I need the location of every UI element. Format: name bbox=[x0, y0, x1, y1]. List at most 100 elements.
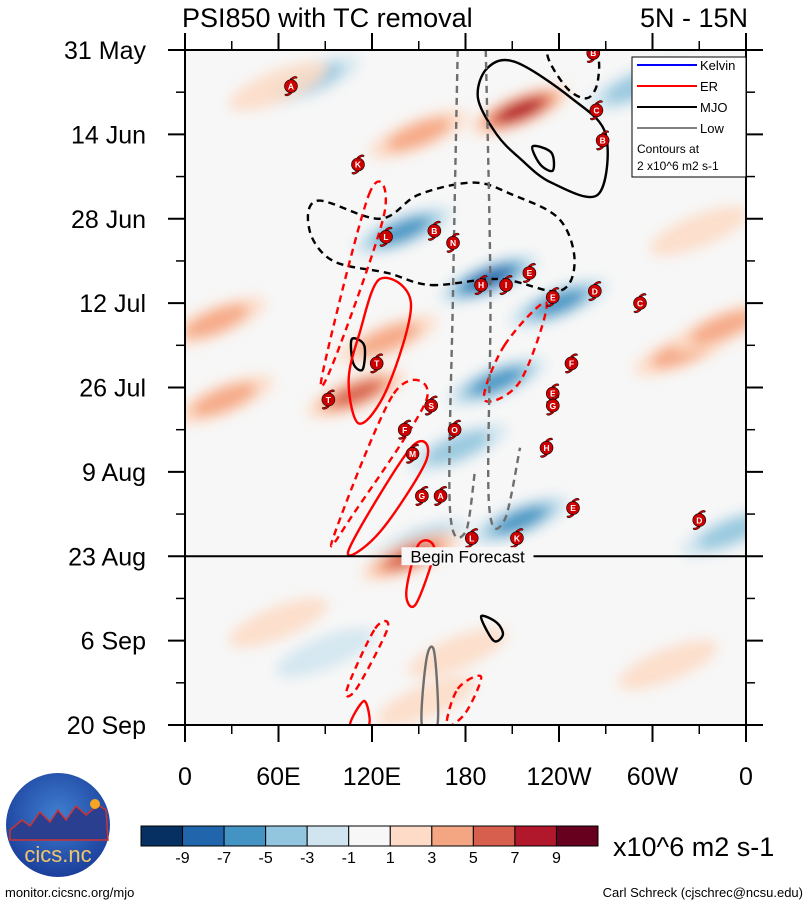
hurricane-icon bbox=[545, 398, 560, 413]
er-contour-negative bbox=[319, 180, 387, 389]
tc-arm-icon bbox=[540, 453, 548, 458]
tc-arm-icon bbox=[570, 353, 578, 358]
anomaly-blob bbox=[330, 380, 382, 407]
cics-logo: cics.nc bbox=[6, 773, 110, 877]
tc-arm-icon bbox=[434, 501, 443, 506]
colorbar-swatch bbox=[555, 825, 599, 847]
tc-arm-icon bbox=[638, 293, 647, 298]
anomaly-blob bbox=[354, 322, 421, 357]
hurricane-icon bbox=[433, 489, 448, 503]
anomaly-blob bbox=[471, 368, 523, 395]
tc-marker: B bbox=[427, 220, 442, 241]
colorbar-tick-label: -3 bbox=[300, 850, 314, 867]
tc-label: F bbox=[569, 359, 574, 369]
tc-arm-icon bbox=[692, 525, 701, 531]
x-tick-label: 60W bbox=[627, 763, 679, 791]
tc-arm-icon bbox=[470, 528, 479, 533]
tc-arm-icon bbox=[451, 232, 460, 238]
tc-arm-icon bbox=[522, 278, 531, 283]
tc-arm-icon bbox=[432, 220, 441, 226]
legend-label-mjo: MJO bbox=[700, 100, 727, 115]
tc-marker: T bbox=[369, 353, 384, 374]
anomaly-blob bbox=[618, 639, 718, 690]
colorbar-swatch bbox=[348, 825, 391, 847]
logo-text: cics.nc bbox=[24, 842, 91, 867]
er-contour-negative bbox=[482, 301, 548, 403]
er-contour-positive bbox=[348, 699, 371, 725]
tc-arm-icon bbox=[551, 395, 560, 400]
colorbar-tick-label: 9 bbox=[552, 850, 561, 867]
colorbar-swatch bbox=[140, 825, 184, 847]
anomaly-blob bbox=[185, 304, 249, 338]
legend-label-er: ER bbox=[700, 79, 718, 94]
colorbar-tick-label: 5 bbox=[469, 850, 478, 867]
legend: Kelvin ER MJO Low Contours at 2 x10^6 m2 s-… bbox=[631, 56, 747, 178]
tc-arm-icon bbox=[406, 459, 414, 464]
tc-arm-icon bbox=[411, 443, 419, 449]
anomaly-blob bbox=[228, 597, 329, 648]
tc-arm-icon bbox=[601, 130, 610, 135]
tc-arm-icon bbox=[351, 170, 360, 175]
hurricane-icon bbox=[379, 230, 393, 244]
tc-arm-icon bbox=[415, 501, 424, 506]
mjo-contour-positive bbox=[479, 614, 505, 643]
tc-arm-icon bbox=[479, 275, 488, 280]
tc-arm-icon bbox=[571, 498, 580, 503]
tc-label: C bbox=[593, 105, 599, 115]
tc-label: I bbox=[505, 280, 507, 290]
tc-arm-icon bbox=[321, 405, 330, 410]
tc-arm-icon bbox=[697, 510, 706, 515]
footer-credit: Carl Schreck (cjschrec@ncsu.edu) bbox=[603, 885, 803, 900]
tc-marker: C bbox=[589, 100, 604, 121]
colorbar-swatch bbox=[389, 825, 433, 847]
hurricane-icon bbox=[589, 103, 604, 118]
tc-arm-icon bbox=[379, 242, 388, 247]
tc-arm-icon bbox=[439, 485, 447, 491]
forecast-label: Begin Forecast bbox=[410, 547, 525, 566]
hurricane-icon bbox=[424, 398, 439, 413]
hurricane-icon bbox=[545, 290, 560, 304]
anomaly-blob bbox=[408, 627, 508, 678]
tc-arm-icon bbox=[499, 290, 508, 296]
mjo-contour-negative bbox=[306, 181, 576, 293]
y-axis: 31 May 14 Jun 28 Jun 12 Jul 26 Jul 9 Aug 23 Au… bbox=[64, 37, 763, 740]
tc-arm-icon bbox=[596, 146, 605, 151]
colorbar-swatch bbox=[514, 825, 557, 847]
colorbar-tick-label: 3 bbox=[427, 850, 436, 867]
tc-label: O bbox=[451, 425, 458, 435]
hurricane-icon bbox=[397, 422, 412, 437]
hurricane-icon bbox=[446, 236, 460, 250]
mjo-contour-positive bbox=[530, 144, 556, 173]
er-contour-positive bbox=[347, 276, 413, 425]
tc-arm-icon bbox=[546, 302, 555, 308]
tc-arm-icon bbox=[429, 395, 438, 400]
tc-label: L bbox=[383, 232, 388, 242]
forecast-label-background bbox=[401, 547, 534, 566]
tc-arm-icon bbox=[375, 353, 384, 358]
tc-marker: D bbox=[692, 510, 707, 531]
tc-marker: L bbox=[379, 226, 393, 247]
tc-arm-icon bbox=[593, 281, 602, 286]
legend-box bbox=[631, 56, 747, 178]
mjo-contour-negative bbox=[546, 50, 601, 100]
tc-label: M bbox=[409, 449, 416, 459]
tc-arm-icon bbox=[551, 383, 560, 388]
tc-marker: E bbox=[522, 262, 537, 283]
colorbar-swatch bbox=[182, 825, 225, 847]
tc-marker: I bbox=[499, 275, 513, 296]
tc-marker: F bbox=[564, 353, 579, 374]
x-tick-label: 120E bbox=[343, 763, 401, 791]
tc-arm-icon bbox=[504, 275, 513, 280]
tc-arm-icon bbox=[474, 290, 483, 296]
legend-note-line2: 2 x10^6 m2 s-1 bbox=[637, 159, 719, 173]
y-tick-label: 23 Aug bbox=[68, 543, 146, 571]
tc-label: A bbox=[437, 491, 443, 501]
tc-marker: L bbox=[464, 528, 479, 549]
tc-arm-icon bbox=[551, 287, 560, 292]
tc-label: G bbox=[549, 401, 556, 411]
x-tick-label: 120W bbox=[526, 763, 592, 791]
legend-note-line1: Contours at bbox=[637, 142, 700, 156]
colorbar-units: x10^6 m2 s-1 bbox=[613, 832, 774, 862]
tc-marker: F bbox=[397, 419, 412, 440]
tc-label: A bbox=[288, 81, 294, 91]
